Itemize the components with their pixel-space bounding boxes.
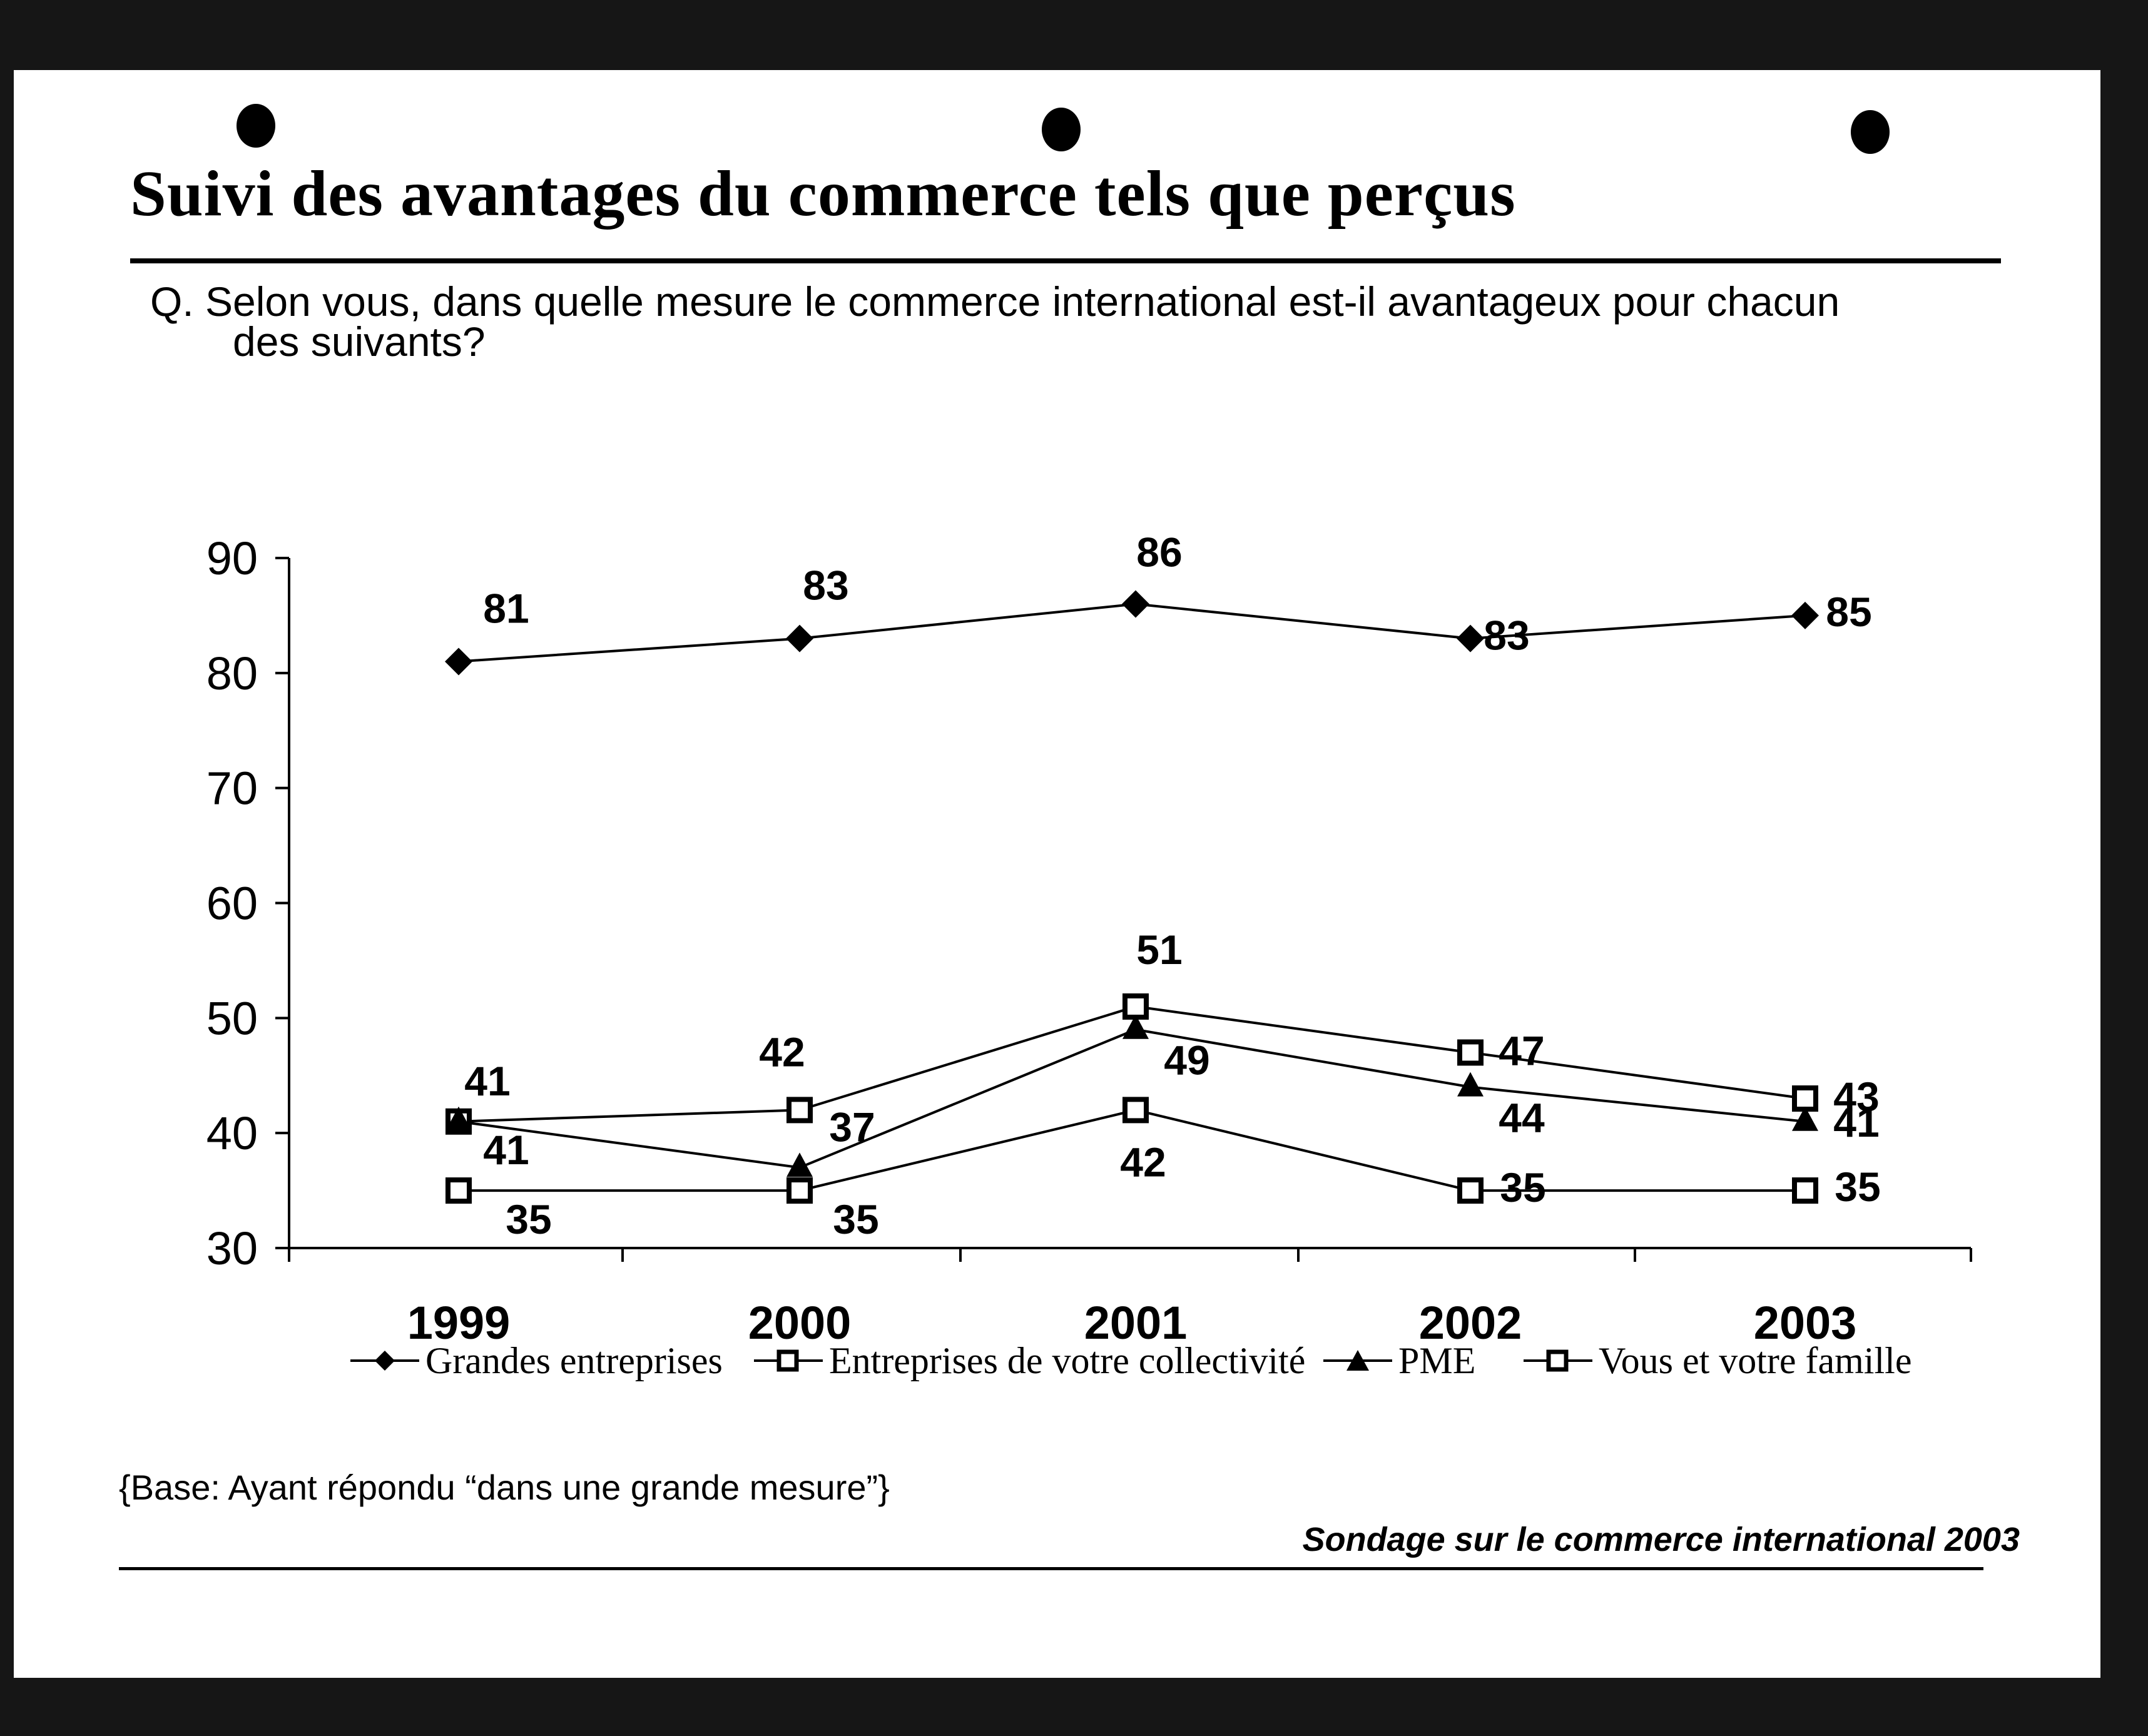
y-tick-label-2: 70 xyxy=(206,763,258,815)
series-2-point-2 xyxy=(1122,1014,1149,1039)
series-2-point-1 xyxy=(786,1152,813,1177)
base-note: {Base: Ayant répondu “dans une grande me… xyxy=(119,1468,890,1507)
data-label-3-1: 35 xyxy=(833,1196,878,1242)
data-label-1-1: 42 xyxy=(759,1028,805,1075)
data-label-0-0: 81 xyxy=(483,585,529,631)
page-title: Suivi des avantages du commerce tels que… xyxy=(130,158,1516,230)
series-2-point-0 xyxy=(445,1106,472,1131)
series-0-point-4 xyxy=(1791,601,1819,629)
legend-item-1: Entreprises de votre collectivité xyxy=(754,1332,1305,1389)
legend-label-3: Vous et votre famille xyxy=(1599,1339,1912,1381)
x-tick-label-4: 2003 xyxy=(1754,1297,1857,1349)
title-underline xyxy=(130,258,2001,263)
series-0-point-2 xyxy=(1122,590,1149,618)
series-3-point-2 xyxy=(1122,1097,1149,1124)
data-label-3-2: 42 xyxy=(1120,1139,1166,1185)
series-0-point-0 xyxy=(445,647,472,676)
data-label-0-3: 83 xyxy=(1484,612,1529,659)
series-1-point-2 xyxy=(1122,993,1149,1020)
legend-label-0: Grandes entreprises xyxy=(425,1339,723,1381)
slide xyxy=(14,70,2100,1678)
square-marker-icon xyxy=(754,1349,823,1372)
footer-rule xyxy=(119,1567,1983,1570)
series-3-point-3 xyxy=(1457,1177,1484,1204)
y-tick-label-3: 60 xyxy=(206,878,258,930)
survey-question: Q. Selon vous, dans quelle mesure le com… xyxy=(150,281,1965,365)
legend-label-1: Entreprises de votre collectivité xyxy=(829,1339,1306,1381)
data-label-1-3: 47 xyxy=(1499,1027,1544,1074)
x-tick-label-1: 2000 xyxy=(748,1297,852,1349)
legend-item-2: PME xyxy=(1323,1332,1475,1389)
y-tick-label-5: 40 xyxy=(206,1107,258,1159)
data-label-2-0: 41 xyxy=(483,1127,529,1173)
series-2-point-4 xyxy=(1792,1106,1818,1131)
chart-legend: Grandes entreprises Entreprises de votre… xyxy=(325,1332,1952,1389)
punch-hole-center xyxy=(1042,108,1081,151)
diamond-marker-icon xyxy=(350,1351,419,1371)
data-label-3-0: 35 xyxy=(506,1196,551,1242)
data-label-1-0: 41 xyxy=(464,1058,510,1104)
data-label-0-1: 83 xyxy=(803,562,848,609)
data-label-2-4: 41 xyxy=(1833,1099,1879,1145)
series-1-point-4 xyxy=(1792,1085,1818,1112)
question-line-1: Q. Selon vous, dans quelle mesure le com… xyxy=(150,278,1840,325)
x-tick-label-0: 1999 xyxy=(407,1297,511,1349)
x-tick-label-3: 2002 xyxy=(1419,1297,1522,1349)
data-label-0-4: 85 xyxy=(1826,589,1871,635)
series-1-point-3 xyxy=(1457,1039,1484,1066)
data-label-2-1: 37 xyxy=(829,1104,875,1150)
series-1-point-1 xyxy=(786,1097,813,1124)
square-marker-icon xyxy=(1524,1349,1592,1372)
data-label-2-3: 44 xyxy=(1499,1095,1545,1141)
data-label-3-4: 35 xyxy=(1835,1164,1880,1210)
source-credit: Sondage sur le commerce international 20… xyxy=(1302,1521,2020,1558)
legend-item-3: Vous et votre famille xyxy=(1524,1332,1911,1389)
series-3-point-4 xyxy=(1792,1177,1818,1204)
punch-hole-right xyxy=(1851,110,1890,154)
series-0-point-1 xyxy=(786,624,813,652)
question-line-2: des suivants? xyxy=(233,318,486,365)
legend-item-0: Grandes entreprises xyxy=(350,1332,723,1389)
series-3-point-1 xyxy=(786,1177,813,1204)
y-tick-label-1: 80 xyxy=(206,647,258,699)
series-3-point-0 xyxy=(445,1177,472,1204)
x-tick-label-2: 2001 xyxy=(1084,1297,1188,1349)
triangle-marker-icon xyxy=(1323,1350,1392,1371)
legend-label-2: PME xyxy=(1398,1339,1476,1381)
series-2-point-3 xyxy=(1457,1072,1484,1097)
y-tick-label-6: 30 xyxy=(206,1222,258,1274)
punch-hole-left xyxy=(237,104,275,148)
data-label-1-2: 51 xyxy=(1136,926,1182,973)
data-label-0-2: 86 xyxy=(1136,529,1182,576)
y-tick-label-4: 50 xyxy=(206,992,258,1044)
y-tick-label-0: 90 xyxy=(206,532,258,584)
data-label-1-4: 43 xyxy=(1833,1074,1879,1120)
data-label-2-2: 49 xyxy=(1164,1037,1209,1084)
series-0-point-3 xyxy=(1457,624,1484,652)
data-label-3-3: 35 xyxy=(1500,1164,1545,1211)
